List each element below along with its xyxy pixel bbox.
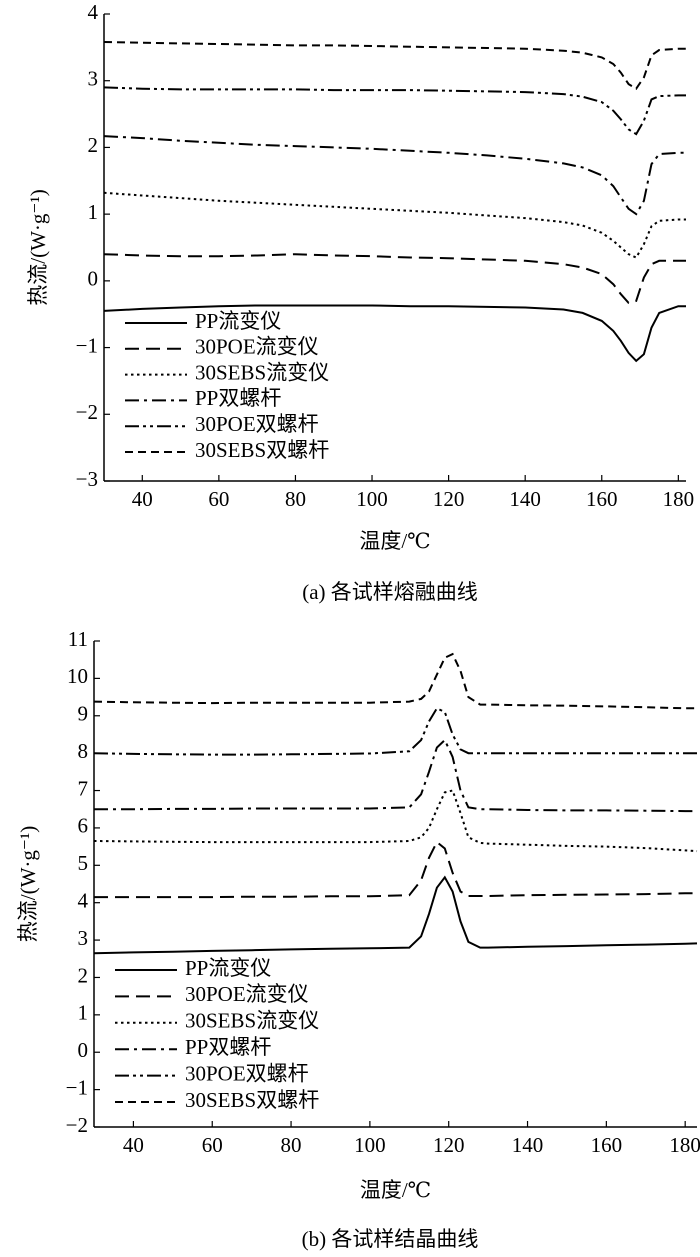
y-tick-label: 2 bbox=[88, 133, 99, 157]
series-line bbox=[94, 738, 697, 813]
series-line bbox=[103, 135, 686, 216]
series-line bbox=[93, 652, 697, 710]
y-tick-label: 6 bbox=[78, 814, 89, 838]
series-line bbox=[103, 41, 686, 91]
x-tick-label: 120 bbox=[433, 487, 465, 511]
legend-label: 30POE双螺杆 bbox=[195, 412, 319, 436]
y-tick-label: 2 bbox=[78, 963, 89, 987]
y-tick-label: −3 bbox=[76, 467, 98, 491]
x-tick-label: 140 bbox=[509, 487, 541, 511]
series-line bbox=[103, 253, 686, 305]
caption: (a) 各试样熔融曲线 bbox=[302, 580, 478, 604]
legend-label: 30SEBS双螺杆 bbox=[195, 438, 329, 462]
y-tick-label: −2 bbox=[76, 400, 98, 424]
series-line bbox=[103, 86, 686, 136]
x-tick-label: 140 bbox=[512, 1133, 544, 1157]
y-tick-label: 0 bbox=[78, 1038, 89, 1062]
y-tick-label: 4 bbox=[88, 0, 99, 24]
y-tick-label: −1 bbox=[66, 1075, 88, 1099]
series-line bbox=[93, 707, 697, 756]
caption: (b) 各试样结晶曲线 bbox=[302, 1227, 479, 1251]
y-tick-label: 8 bbox=[78, 739, 89, 763]
legend-label: 30POE流变仪 bbox=[195, 335, 319, 359]
x-axis-label: 温度/℃ bbox=[360, 1178, 431, 1202]
x-tick-label: 160 bbox=[586, 487, 618, 511]
series-line bbox=[93, 789, 698, 853]
y-tick-label: 11 bbox=[68, 627, 88, 651]
x-axis-label: 温度/℃ bbox=[359, 529, 430, 553]
y-tick-label: 7 bbox=[78, 776, 89, 800]
x-tick-label: 180 bbox=[669, 1133, 700, 1157]
legend-label: PP双螺杆 bbox=[185, 1035, 271, 1059]
series-line bbox=[103, 191, 686, 259]
x-tick-label: 60 bbox=[208, 487, 229, 511]
y-tick-label: 10 bbox=[67, 664, 88, 688]
y-tick-label: 1 bbox=[78, 1001, 89, 1025]
series-line bbox=[93, 875, 698, 955]
legend-label: 30POE流变仪 bbox=[185, 982, 309, 1006]
y-axis-label: 热流/(W·g⁻¹) bbox=[16, 826, 40, 943]
legend-label: 30SEBS流变仪 bbox=[195, 360, 329, 384]
series-line bbox=[103, 304, 686, 363]
x-tick-label: 100 bbox=[354, 1133, 386, 1157]
x-tick-label: 160 bbox=[591, 1133, 623, 1157]
legend-label: 30POE双螺杆 bbox=[185, 1061, 309, 1085]
x-tick-label: 40 bbox=[132, 487, 153, 511]
x-tick-label: 40 bbox=[123, 1133, 144, 1157]
y-tick-label: 3 bbox=[88, 67, 99, 91]
x-tick-label: 60 bbox=[202, 1133, 223, 1157]
x-tick-label: 80 bbox=[285, 487, 306, 511]
y-tick-label: 9 bbox=[78, 702, 89, 726]
legend-label: PP流变仪 bbox=[195, 309, 281, 333]
y-tick-label: 1 bbox=[88, 200, 99, 224]
x-tick-label: 80 bbox=[281, 1133, 302, 1157]
y-tick-label: 0 bbox=[88, 267, 99, 291]
legend-label: PP双螺杆 bbox=[195, 386, 281, 410]
y-tick-label: −2 bbox=[66, 1113, 88, 1137]
x-tick-label: 100 bbox=[356, 487, 388, 511]
legend-label: 30SEBS流变仪 bbox=[185, 1009, 319, 1033]
y-tick-label: 3 bbox=[78, 926, 89, 950]
legend-label: 30SEBS双螺杆 bbox=[185, 1088, 319, 1112]
y-axis-label: 热流/(W·g⁻¹) bbox=[26, 189, 50, 306]
y-tick-label: 4 bbox=[78, 889, 89, 913]
x-tick-label: 180 bbox=[663, 487, 695, 511]
y-tick-label: 5 bbox=[78, 851, 89, 875]
legend-label: PP流变仪 bbox=[185, 956, 271, 980]
x-tick-label: 120 bbox=[433, 1133, 465, 1157]
series-line bbox=[94, 840, 697, 899]
y-tick-label: −1 bbox=[76, 333, 98, 357]
